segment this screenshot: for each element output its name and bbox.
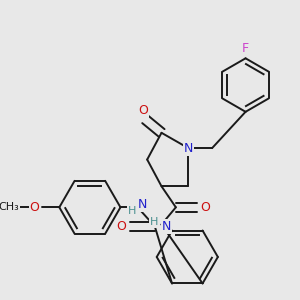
Text: N: N (162, 220, 171, 233)
Text: N: N (184, 142, 193, 154)
Text: H: H (128, 206, 136, 216)
Text: O: O (29, 201, 39, 214)
Text: O: O (116, 220, 126, 233)
Text: CH₃: CH₃ (0, 202, 19, 212)
Text: H: H (150, 217, 158, 226)
Text: O: O (138, 104, 148, 117)
Text: N: N (138, 198, 147, 211)
Text: O: O (200, 201, 210, 214)
Text: F: F (242, 42, 249, 55)
